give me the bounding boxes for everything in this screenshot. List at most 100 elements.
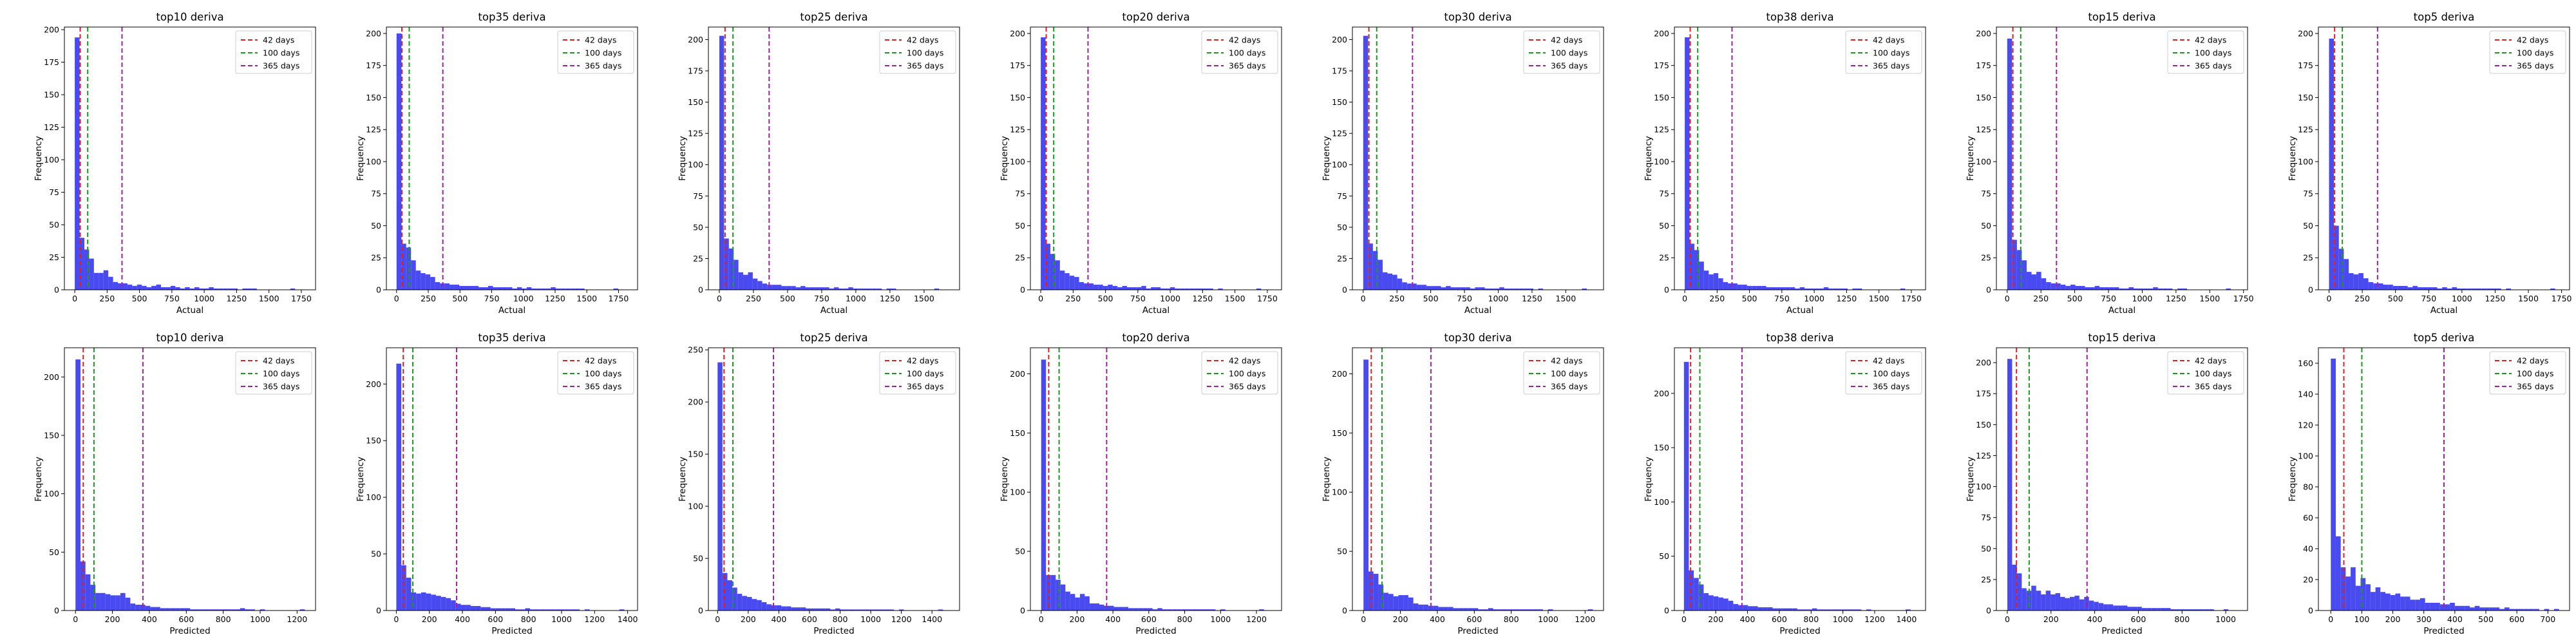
histogram-bar bbox=[805, 287, 810, 290]
x-tick-label: 800 bbox=[216, 614, 231, 624]
histogram-bar bbox=[1056, 580, 1061, 611]
histogram-bar bbox=[85, 574, 91, 611]
histogram-bar bbox=[1387, 273, 1393, 290]
histogram-bar bbox=[1089, 603, 1095, 611]
legend-box bbox=[2489, 30, 2566, 74]
y-tick-label: 75 bbox=[1981, 513, 1991, 522]
x-tick-label: 1500 bbox=[1555, 294, 1576, 303]
histogram-bar bbox=[722, 573, 728, 611]
histogram-bar bbox=[2080, 286, 2085, 290]
axes-frame bbox=[1996, 26, 2248, 290]
histogram-bar bbox=[2405, 596, 2410, 611]
histogram-bar bbox=[1403, 595, 1408, 611]
legend-label: 100 days bbox=[2517, 48, 2553, 58]
axes-frame bbox=[708, 347, 960, 611]
histogram-bar bbox=[1548, 609, 1553, 611]
histogram-bar bbox=[840, 609, 846, 611]
histogram-bar bbox=[1709, 274, 1714, 290]
histogram-bar bbox=[1513, 289, 1519, 290]
histogram-bar bbox=[1523, 289, 1529, 290]
legend-label: 42 days bbox=[2195, 356, 2226, 366]
x-tick-label: 750 bbox=[164, 294, 180, 303]
chart-title: top38 deriva bbox=[1766, 332, 1833, 344]
chart-title: top10 deriva bbox=[156, 332, 223, 344]
histogram-bar bbox=[103, 270, 109, 290]
histogram-bar bbox=[2529, 609, 2535, 611]
axes-frame bbox=[1674, 347, 1926, 611]
histogram-bar bbox=[886, 289, 892, 290]
histogram-bar bbox=[118, 283, 123, 290]
histogram-bar bbox=[1206, 609, 1211, 611]
x-tick-label: 200 bbox=[422, 614, 437, 624]
x-tick-label: 250 bbox=[2354, 294, 2370, 303]
x-axis-label: Predicted bbox=[491, 626, 532, 636]
y-tick-label: 50 bbox=[693, 554, 703, 564]
histogram-bar bbox=[1483, 609, 1488, 611]
histogram-bar bbox=[1084, 596, 1090, 611]
histogram-bar bbox=[2437, 289, 2443, 290]
histogram-bar bbox=[2182, 289, 2188, 290]
chart-title: top30 deriva bbox=[1444, 11, 1511, 23]
histogram-bar bbox=[1055, 260, 1060, 290]
histogram-bar bbox=[2395, 593, 2401, 611]
x-tick-label: 0 bbox=[1361, 294, 1366, 303]
histogram-bar bbox=[2485, 607, 2490, 611]
histogram-bar bbox=[1438, 607, 1444, 611]
legend-label: 42 days bbox=[1229, 356, 1260, 366]
histogram-bar bbox=[151, 285, 156, 290]
y-tick-label: 160 bbox=[2298, 359, 2313, 368]
histogram-bar bbox=[1155, 287, 1161, 290]
y-axis-label: Frequency bbox=[1643, 457, 1654, 502]
x-tick-label: 0 bbox=[73, 614, 78, 624]
y-tick-label: 50 bbox=[2303, 221, 2313, 231]
histogram-bar bbox=[2094, 601, 2099, 611]
histogram-bar bbox=[1160, 289, 1166, 290]
histogram-bar bbox=[1733, 603, 1738, 611]
histogram-bar bbox=[1852, 289, 1857, 290]
histogram-bar bbox=[1787, 608, 1793, 611]
histogram-bar bbox=[190, 609, 196, 611]
histogram-bar bbox=[108, 276, 113, 290]
histogram-bar bbox=[218, 288, 223, 290]
histogram-bar bbox=[746, 596, 752, 611]
histogram-bar bbox=[734, 260, 739, 290]
legend-box bbox=[1845, 351, 1922, 395]
histogram-bar bbox=[1045, 243, 1050, 290]
x-tick-label: 1500 bbox=[1869, 294, 1889, 303]
x-tick-label: 750 bbox=[484, 294, 500, 303]
x-tick-label: 750 bbox=[814, 294, 829, 303]
legend-label: 42 days bbox=[263, 35, 294, 45]
histogram-bar bbox=[125, 598, 131, 611]
legend-box bbox=[2489, 351, 2566, 395]
y-tick-label: 175 bbox=[688, 66, 703, 76]
y-axis-label: Frequency bbox=[1965, 136, 1976, 181]
histogram-bar bbox=[2425, 603, 2430, 611]
histogram-bar bbox=[435, 282, 440, 290]
chart-panel: top20 deriva 0 250 500 750 1000 1250 1500 1750 0 2… bbox=[999, 11, 1282, 316]
histogram-bar bbox=[1133, 608, 1139, 611]
histogram-bar bbox=[855, 609, 860, 611]
histogram-bar bbox=[2467, 289, 2472, 290]
histogram-bar bbox=[1797, 609, 1803, 611]
histogram-bar bbox=[2345, 576, 2351, 611]
chart-title: top30 deriva bbox=[1444, 332, 1511, 344]
histogram-bar bbox=[1842, 289, 1848, 290]
y-tick-label: 200 bbox=[366, 379, 381, 389]
histogram-bar bbox=[522, 289, 527, 290]
histogram-bar bbox=[165, 608, 171, 611]
chart-panel: top10 deriva 0 200 400 600 800 1000 1200 0 50 100 1… bbox=[33, 332, 316, 636]
x-tick-label: 600 bbox=[1141, 614, 1157, 624]
histogram-bar bbox=[426, 593, 431, 611]
x-tick-label: 750 bbox=[2101, 294, 2116, 303]
legend-label: 365 days bbox=[1551, 61, 1587, 71]
x-tick-label: 800 bbox=[1504, 614, 1519, 624]
histogram-bar bbox=[550, 609, 555, 611]
histogram-bar bbox=[535, 609, 540, 611]
legend-label: 100 days bbox=[907, 369, 943, 379]
histogram-bar bbox=[425, 274, 431, 290]
legend-box bbox=[2167, 30, 2244, 74]
histogram-bar bbox=[530, 609, 535, 611]
histogram-bar bbox=[2036, 272, 2041, 290]
x-tick-label: 500 bbox=[1742, 294, 1757, 303]
histogram-bar bbox=[1718, 278, 1723, 290]
